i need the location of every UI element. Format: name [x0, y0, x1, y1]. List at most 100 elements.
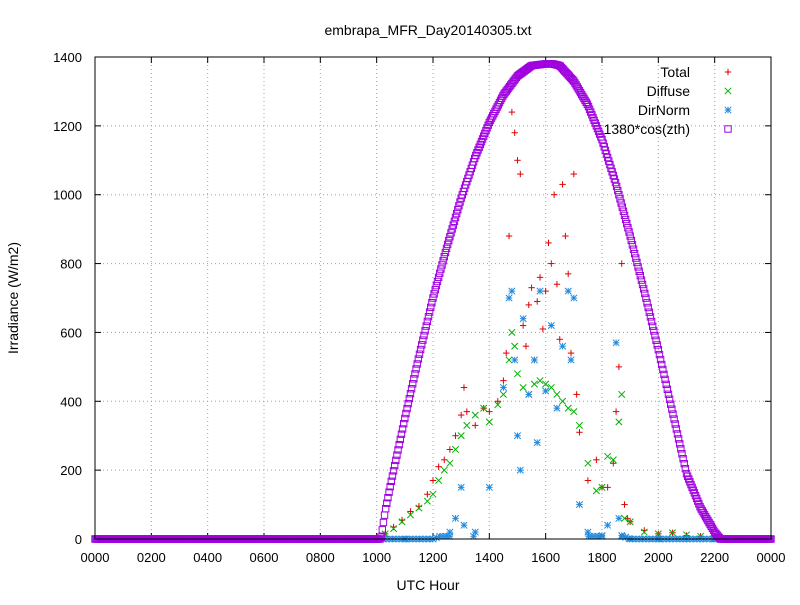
data-point — [565, 270, 572, 278]
series-dirnorm — [91, 287, 775, 543]
y-tick-label: 400 — [60, 394, 82, 409]
data-point — [424, 313, 433, 321]
data-point — [576, 429, 583, 436]
data-point — [440, 252, 448, 261]
data-point — [427, 303, 435, 312]
data-point — [505, 232, 513, 240]
data-point — [398, 518, 406, 526]
data-point — [559, 181, 566, 188]
data-point — [548, 260, 555, 267]
data-point — [486, 408, 493, 415]
data-point — [456, 198, 464, 206]
data-point — [457, 411, 465, 419]
data-point — [503, 349, 510, 357]
data-point — [390, 461, 399, 470]
data-point — [651, 331, 659, 340]
data-point — [536, 287, 544, 295]
data-point — [635, 267, 643, 275]
data-point — [573, 391, 580, 398]
legend-label: Total — [660, 64, 690, 80]
data-point — [668, 529, 676, 537]
data-point — [636, 271, 645, 280]
data-point — [446, 233, 454, 241]
data-point — [438, 261, 446, 269]
data-point — [616, 195, 624, 203]
data-point — [627, 236, 635, 245]
data-point — [575, 421, 584, 429]
data-point — [559, 342, 567, 350]
x-axis-label: UTC Hour — [396, 577, 459, 593]
data-point — [567, 356, 575, 364]
x-tick-label: 0000 — [757, 550, 786, 565]
data-point — [611, 178, 620, 187]
x-tick-label: 1600 — [531, 550, 560, 565]
data-point — [619, 207, 628, 215]
data-point — [536, 274, 544, 281]
data-point — [641, 289, 649, 298]
data-point — [570, 170, 578, 178]
y-tick-label: 1200 — [53, 119, 82, 134]
data-point — [394, 446, 402, 454]
data-point — [530, 380, 538, 388]
data-point — [534, 298, 541, 305]
data-point — [401, 414, 409, 423]
data-point — [662, 380, 670, 389]
data-point — [451, 445, 460, 454]
data-point — [637, 276, 646, 284]
data-point — [405, 394, 414, 403]
data-point — [660, 370, 668, 379]
data-point — [384, 493, 392, 502]
legend-marker — [724, 106, 732, 114]
data-point — [471, 411, 479, 419]
data-point — [623, 219, 631, 228]
data-point — [550, 191, 558, 198]
data-point — [547, 321, 555, 330]
data-point — [386, 482, 394, 491]
data-point — [441, 456, 448, 464]
data-point — [396, 435, 405, 444]
data-point — [659, 365, 667, 374]
data-point — [500, 377, 507, 384]
data-point — [393, 451, 401, 459]
data-point — [556, 336, 563, 343]
data-point — [414, 355, 423, 363]
data-point — [442, 244, 451, 253]
data-point — [415, 350, 424, 358]
data-point — [511, 342, 519, 350]
data-point — [604, 452, 612, 460]
data-point — [612, 408, 620, 415]
data-point — [517, 170, 524, 178]
data-point — [654, 345, 663, 354]
data-point — [441, 248, 450, 257]
data-point — [388, 472, 397, 480]
data-point — [656, 355, 665, 364]
data-point — [533, 439, 541, 447]
data-point — [452, 209, 461, 218]
x-tick-label: 1200 — [419, 550, 448, 565]
data-point — [454, 206, 462, 214]
data-point — [420, 331, 428, 340]
data-point — [553, 390, 561, 398]
data-point — [387, 477, 396, 485]
data-point — [615, 514, 623, 522]
data-point — [679, 455, 687, 463]
data-point — [553, 281, 561, 288]
series-diffuse — [381, 328, 719, 542]
data-point — [672, 425, 681, 433]
data-point — [542, 380, 550, 388]
data-point — [677, 445, 685, 453]
data-point — [452, 432, 459, 439]
data-point — [584, 532, 593, 540]
y-tick-label: 600 — [60, 325, 82, 340]
data-point — [450, 217, 459, 225]
data-point — [559, 397, 567, 405]
data-point — [463, 408, 470, 415]
data-point — [633, 258, 641, 267]
data-point — [451, 213, 460, 222]
data-point — [421, 327, 429, 335]
data-point — [429, 294, 437, 302]
data-point — [439, 257, 447, 265]
data-point — [511, 356, 519, 364]
data-point — [530, 356, 538, 364]
